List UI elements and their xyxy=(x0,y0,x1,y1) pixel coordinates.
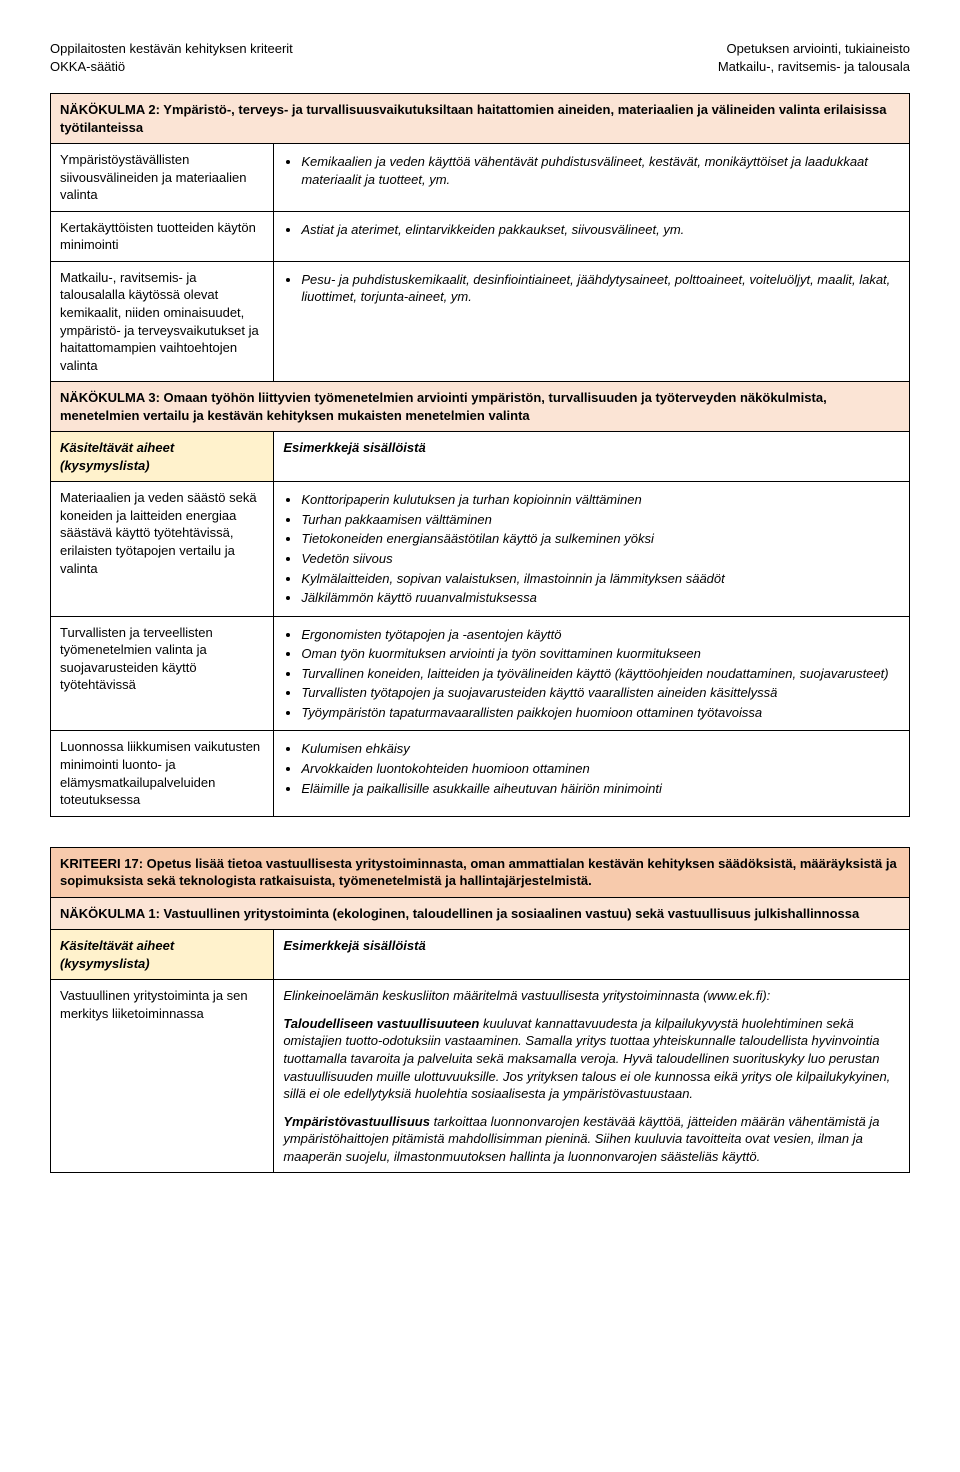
subheader-row: Käsiteltävät aiheet (kysymyslista) Esime… xyxy=(51,930,910,980)
nakokulma3-title: NÄKÖKULMA 3: Omaan työhön liittyvien työ… xyxy=(51,382,910,432)
table-row: Vastuullinen yritystoiminta ja sen merki… xyxy=(51,980,910,1173)
list-item: Arvokkaiden luontokohteiden huomioon ott… xyxy=(301,760,900,778)
header-left-line2: OKKA-säätiö xyxy=(50,58,293,76)
taloudellinen-bold: Taloudelliseen vastuullisuuteen xyxy=(283,1016,479,1031)
list-item: Vedetön siivous xyxy=(301,550,900,568)
table-row: Materiaalien ja veden säästö sekä koneid… xyxy=(51,482,910,616)
bullet-list: Kemikaalien ja veden käyttöä vähentävät … xyxy=(283,153,900,188)
kriteeri-title: KRITEERI 17: Opetus lisää tietoa vastuul… xyxy=(51,847,910,897)
row-content: Kemikaalien ja veden käyttöä vähentävät … xyxy=(274,144,910,212)
list-item: Työympäristön tapaturmavaarallisten paik… xyxy=(301,704,900,722)
header-left-line1: Oppilaitosten kestävän kehityksen kritee… xyxy=(50,40,293,58)
bullet-list: Pesu- ja puhdistuskemikaalit, desinfioin… xyxy=(283,271,900,306)
list-item: Turhan pakkaamisen välttäminen xyxy=(301,511,900,529)
esimerkit-label: Esimerkkejä sisällöistä xyxy=(274,930,910,980)
list-item: Kylmälaitteiden, sopivan valaistuksen, i… xyxy=(301,570,900,588)
list-item: Turvallisten työtapojen ja suojavarustei… xyxy=(301,684,900,702)
bullet-list: Ergonomisten työtapojen ja -asentojen kä… xyxy=(283,626,900,722)
subheader-row: Käsiteltävät aiheet (kysymyslista) Esime… xyxy=(51,432,910,482)
row-topic: Vastuullinen yritystoiminta ja sen merki… xyxy=(51,980,274,1173)
table-row: Turvallisten ja terveellisten työmenetel… xyxy=(51,616,910,731)
bullet-list: Konttoripaperin kulutuksen ja turhan kop… xyxy=(283,491,900,606)
table-nakokulma-2-3: NÄKÖKULMA 2: Ympäristö-, terveys- ja tur… xyxy=(50,93,910,817)
table-row: Kertakäyttöisten tuotteiden käytön minim… xyxy=(51,211,910,261)
list-item: Eläimille ja paikallisille asukkaille ai… xyxy=(301,780,900,798)
page-header: Oppilaitosten kestävän kehityksen kritee… xyxy=(50,40,910,75)
row-topic: Ympäristöystävällisten siivousvälineiden… xyxy=(51,144,274,212)
table-row: Matkailu-, ravitsemis- ja talousalalla k… xyxy=(51,261,910,381)
bullet-list: Kulumisen ehkäisy Arvokkaiden luontokoht… xyxy=(283,740,900,797)
row-content: Elinkeinoelämän keskusliiton määritelmä … xyxy=(274,980,910,1173)
nakokulma3-header-row: NÄKÖKULMA 3: Omaan työhön liittyvien työ… xyxy=(51,382,910,432)
aiheet-label: Käsiteltävät aiheet (kysymyslista) xyxy=(51,930,274,980)
header-right: Opetuksen arviointi, tukiaineisto Matkai… xyxy=(718,40,910,75)
list-item: Pesu- ja puhdistuskemikaalit, desinfioin… xyxy=(301,271,900,306)
list-item: Oman työn kuormituksen arviointi ja työn… xyxy=(301,645,900,663)
row-content: Kulumisen ehkäisy Arvokkaiden luontokoht… xyxy=(274,731,910,816)
bullet-list: Astiat ja aterimet, elintarvikkeiden pak… xyxy=(283,221,900,239)
list-item: Jälkilämmön käyttö ruuanvalmistuksessa xyxy=(301,589,900,607)
table-row: Ympäristöystävällisten siivousvälineiden… xyxy=(51,144,910,212)
table-row: Luonnossa liikkumisen vaikutusten minimo… xyxy=(51,731,910,816)
header-right-line1: Opetuksen arviointi, tukiaineisto xyxy=(718,40,910,58)
row-content: Astiat ja aterimet, elintarvikkeiden pak… xyxy=(274,211,910,261)
nakokulma1-header-row: NÄKÖKULMA 1: Vastuullinen yritystoiminta… xyxy=(51,897,910,930)
list-item: Kulumisen ehkäisy xyxy=(301,740,900,758)
header-left: Oppilaitosten kestävän kehityksen kritee… xyxy=(50,40,293,75)
nakokulma2-title: NÄKÖKULMA 2: Ympäristö-, terveys- ja tur… xyxy=(51,94,910,144)
list-item: Kemikaalien ja veden käyttöä vähentävät … xyxy=(301,153,900,188)
list-item: Ergonomisten työtapojen ja -asentojen kä… xyxy=(301,626,900,644)
header-right-line2: Matkailu-, ravitsemis- ja talousala xyxy=(718,58,910,76)
row-topic: Materiaalien ja veden säästö sekä koneid… xyxy=(51,482,274,616)
aiheet-label: Käsiteltävät aiheet (kysymyslista) xyxy=(51,432,274,482)
row-content: Pesu- ja puhdistuskemikaalit, desinfioin… xyxy=(274,261,910,381)
row-topic: Matkailu-, ravitsemis- ja talousalalla k… xyxy=(51,261,274,381)
list-item: Astiat ja aterimet, elintarvikkeiden pak… xyxy=(301,221,900,239)
list-item: Tietokoneiden energiansäästötilan käyttö… xyxy=(301,530,900,548)
intro-text: Elinkeinoelämän keskusliiton määritelmä … xyxy=(283,987,900,1005)
row-content: Konttoripaperin kulutuksen ja turhan kop… xyxy=(274,482,910,616)
nakokulma2-header-row: NÄKÖKULMA 2: Ympäristö-, terveys- ja tur… xyxy=(51,94,910,144)
taloudellinen-para: Taloudelliseen vastuullisuuteen kuuluvat… xyxy=(283,1015,900,1103)
list-item: Turvallinen koneiden, laitteiden ja työv… xyxy=(301,665,900,683)
nakokulma1-title: NÄKÖKULMA 1: Vastuullinen yritystoiminta… xyxy=(51,897,910,930)
list-item: Konttoripaperin kulutuksen ja turhan kop… xyxy=(301,491,900,509)
row-content: Ergonomisten työtapojen ja -asentojen kä… xyxy=(274,616,910,731)
row-topic: Kertakäyttöisten tuotteiden käytön minim… xyxy=(51,211,274,261)
esimerkit-label: Esimerkkejä sisällöistä xyxy=(274,432,910,482)
row-topic: Turvallisten ja terveellisten työmenetel… xyxy=(51,616,274,731)
ymparisto-bold: Ympäristövastuullisuus xyxy=(283,1114,430,1129)
row-topic: Luonnossa liikkumisen vaikutusten minimo… xyxy=(51,731,274,816)
ymparisto-para: Ympäristövastuullisuus tarkoittaa luonno… xyxy=(283,1113,900,1166)
kriteeri-header-row: KRITEERI 17: Opetus lisää tietoa vastuul… xyxy=(51,847,910,897)
table-kriteeri-17: KRITEERI 17: Opetus lisää tietoa vastuul… xyxy=(50,847,910,1174)
